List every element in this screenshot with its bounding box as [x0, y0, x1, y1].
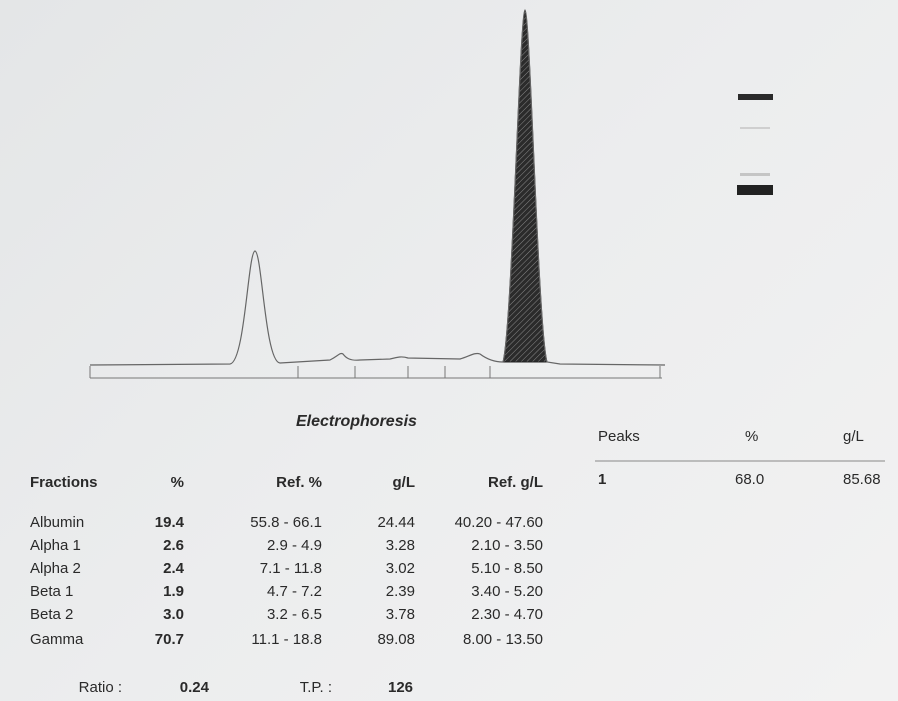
table-cell: 55.8 - 66.1 [250, 514, 322, 532]
densitogram [0, 0, 898, 420]
table-cell: Albumin [30, 514, 84, 532]
table-cell: 2.30 - 4.70 [471, 606, 543, 624]
table-cell: Alpha 1 [30, 537, 81, 555]
table-cell: 3.02 [386, 560, 415, 578]
tp-label: T.P. : [300, 679, 332, 697]
table-cell: 70.7 [155, 631, 184, 649]
table-cell: 40.20 - 47.60 [455, 514, 543, 532]
table-cell: 2.4 [163, 560, 184, 578]
table-header: Ref. % [276, 474, 322, 492]
table-cell: Beta 1 [30, 583, 73, 601]
table-cell: 3.40 - 5.20 [471, 583, 543, 601]
table-cell: Alpha 2 [30, 560, 81, 578]
peaks-cell: 1 [598, 471, 606, 489]
table-cell: 3.0 [163, 606, 184, 624]
table-cell: Beta 2 [30, 606, 73, 624]
trace [90, 10, 665, 365]
table-cell: 7.1 - 11.8 [260, 560, 322, 578]
table-cell: 2.6 [163, 537, 184, 555]
gamma-fill [503, 10, 547, 362]
table-cell: 89.08 [377, 631, 415, 649]
report-title: Electrophoresis [296, 413, 417, 431]
peaks-header: % [745, 428, 758, 446]
table-cell: 3.2 - 6.5 [267, 606, 322, 624]
report-page: Electrophoresis Fractions% Ref. % g/L Ref. … [0, 0, 898, 701]
peaks-header: g/L [843, 428, 864, 446]
table-cell: 2.9 - 4.9 [267, 537, 322, 555]
peaks-cell: 68.0 [735, 471, 764, 489]
peaks-cell: 85.68 [843, 471, 881, 489]
tp-value: 126 [388, 679, 413, 697]
table-header: Fractions [30, 474, 98, 492]
table-header: Ref. g/L [488, 474, 543, 492]
table-cell: 3.78 [386, 606, 415, 624]
table-cell: 4.7 - 7.2 [267, 583, 322, 601]
table-header: g/L [393, 474, 416, 492]
table-cell: 11.1 - 18.8 [251, 631, 322, 649]
axis [90, 366, 662, 378]
table-cell: 2.39 [386, 583, 415, 601]
table-cell: 24.44 [377, 514, 415, 532]
table-cell: 5.10 - 8.50 [471, 560, 543, 578]
table-cell: 3.28 [386, 537, 415, 555]
table-cell: 19.4 [155, 514, 184, 532]
gel-bands [737, 94, 773, 195]
table-cell: Gamma [30, 631, 83, 649]
peaks-header: Peaks [598, 428, 640, 446]
table-cell: 2.10 - 3.50 [471, 537, 543, 555]
table-cell: 8.00 - 13.50 [463, 631, 543, 649]
table-cell: 1.9 [163, 583, 184, 601]
ratio-value: 0.24 [180, 679, 209, 697]
table-header: % [171, 474, 184, 492]
ratio-label: Ratio : [79, 679, 122, 697]
